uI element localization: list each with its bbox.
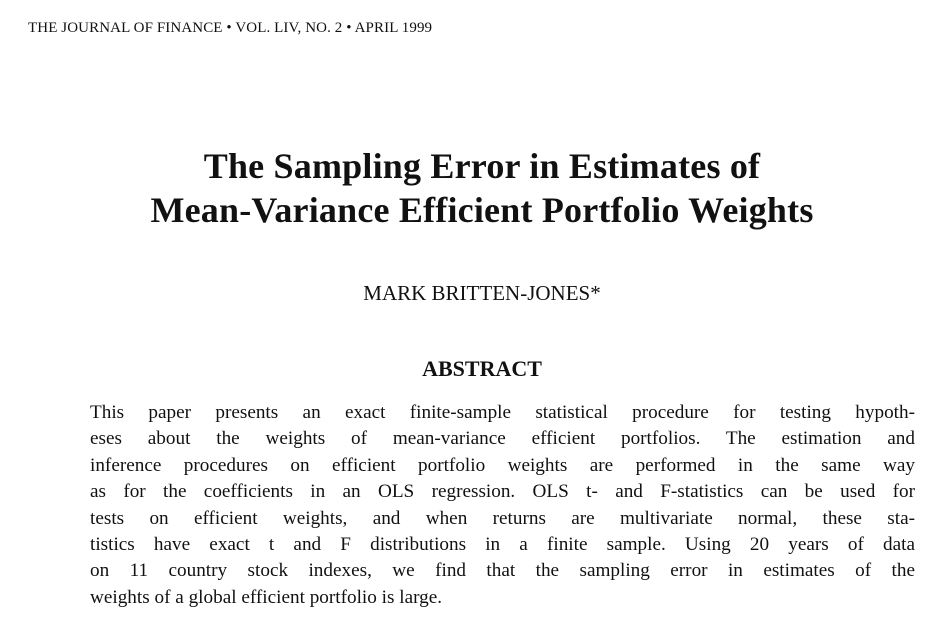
running-head: THE JOURNAL OF FINANCE • VOL. LIV, NO. 2… bbox=[28, 20, 433, 36]
abstract-line: on 11 country stock indexes, we find tha… bbox=[90, 560, 915, 582]
abstract-line: tests on efficient weights, and when ret… bbox=[90, 507, 915, 529]
author-name: MARK BRITTEN-JONES* bbox=[363, 281, 601, 305]
abstract-line: inference procedures on efficient portfo… bbox=[90, 454, 915, 476]
abstract-line: as for the coefficients in an OLS regres… bbox=[90, 481, 915, 503]
abstract-line: weights of a global efficient portfolio … bbox=[90, 586, 443, 608]
abstract-line: This paper presents an exact finite-samp… bbox=[90, 402, 915, 423]
article-title: The Sampling Error in Estimates of Mean-… bbox=[40, 144, 924, 232]
abstract-heading: ABSTRACT bbox=[422, 356, 542, 381]
abstract-body: This paper presents an exact finite-samp… bbox=[90, 400, 915, 611]
abstract-line: tistics have exact t and F distributions… bbox=[90, 534, 915, 556]
title-line: The Sampling Error in Estimates of bbox=[203, 146, 761, 186]
title-line: Mean-Variance Efficient Portfolio Weight… bbox=[150, 190, 814, 230]
abstract-line: eses about the weights of mean-variance … bbox=[90, 428, 915, 450]
